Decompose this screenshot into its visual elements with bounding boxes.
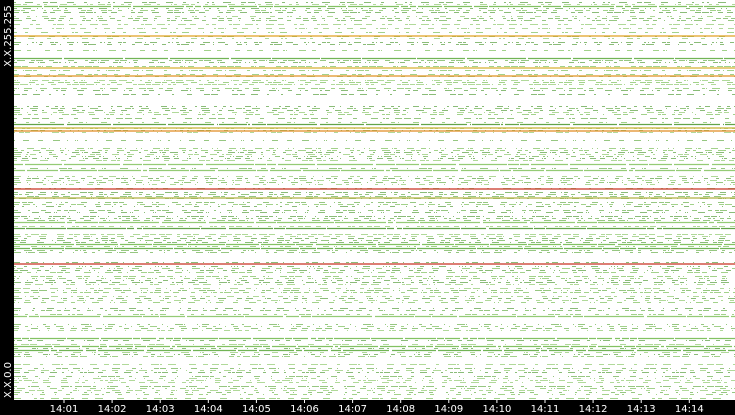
x-tick-label: 14:08	[386, 404, 415, 415]
x-tick-label: 14:06	[290, 404, 319, 415]
y-axis-strip	[0, 0, 14, 415]
x-tick-label: 14:11	[531, 404, 560, 415]
y-bottom-label: X.X.0.0	[3, 362, 14, 398]
x-tick-label: 14:02	[98, 404, 127, 415]
x-axis: 14:01 14:02 14:03 14:04 14:05 14:06 14:07 14:08…	[50, 400, 704, 415]
x-tick-label: 14:13	[627, 404, 656, 415]
x-tick-label: 14:03	[146, 404, 175, 415]
x-tick-label: 14:05	[242, 404, 271, 415]
x-tick-label: 14:07	[338, 404, 367, 415]
x-tick-label: 14:09	[434, 404, 463, 415]
x-tick-label: 14:10	[482, 404, 511, 415]
y-top-label: X.X.255.255	[3, 5, 14, 66]
x-tick-label: 14:04	[194, 404, 223, 415]
x-tick-label: 14:01	[50, 404, 79, 415]
x-tick-label: 14:14	[675, 404, 704, 415]
plot-area	[14, 2, 735, 399]
x-tick-label: 14:12	[579, 404, 608, 415]
x-axis-strip	[0, 400, 735, 415]
